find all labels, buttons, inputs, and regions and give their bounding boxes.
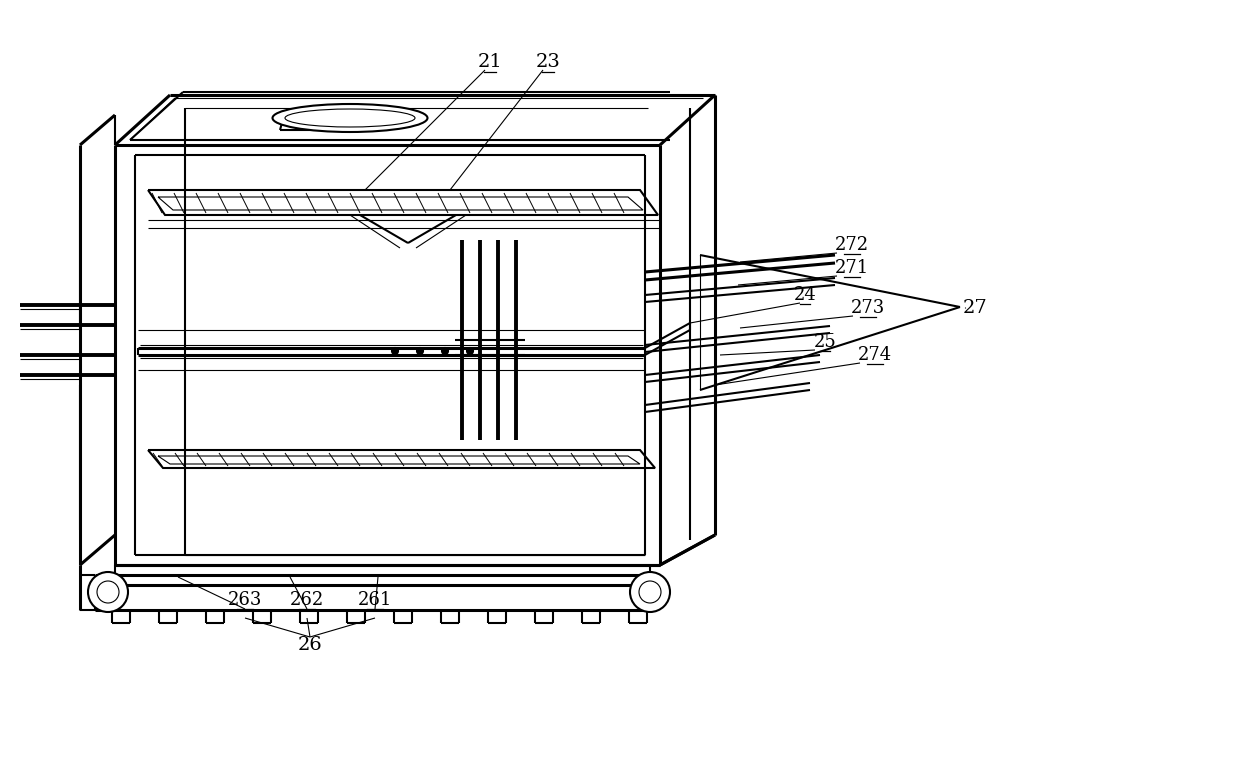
Text: 263: 263	[228, 591, 262, 609]
Circle shape	[466, 348, 474, 355]
Circle shape	[441, 348, 449, 355]
Text: 25: 25	[813, 333, 836, 351]
Text: 262: 262	[290, 591, 324, 609]
Circle shape	[639, 581, 661, 603]
Text: 273: 273	[851, 299, 885, 317]
Text: 21: 21	[477, 53, 502, 71]
Circle shape	[630, 572, 670, 612]
Text: 261: 261	[358, 591, 392, 609]
Text: 27: 27	[962, 299, 987, 317]
Text: 271: 271	[835, 259, 869, 277]
Text: 272: 272	[835, 236, 869, 254]
Circle shape	[417, 348, 424, 355]
Circle shape	[392, 348, 398, 355]
Text: 24: 24	[794, 286, 816, 304]
Text: 23: 23	[536, 53, 560, 71]
Text: 274: 274	[858, 346, 892, 364]
Ellipse shape	[273, 104, 428, 132]
Circle shape	[97, 581, 119, 603]
Text: 26: 26	[298, 636, 322, 654]
Circle shape	[88, 572, 128, 612]
